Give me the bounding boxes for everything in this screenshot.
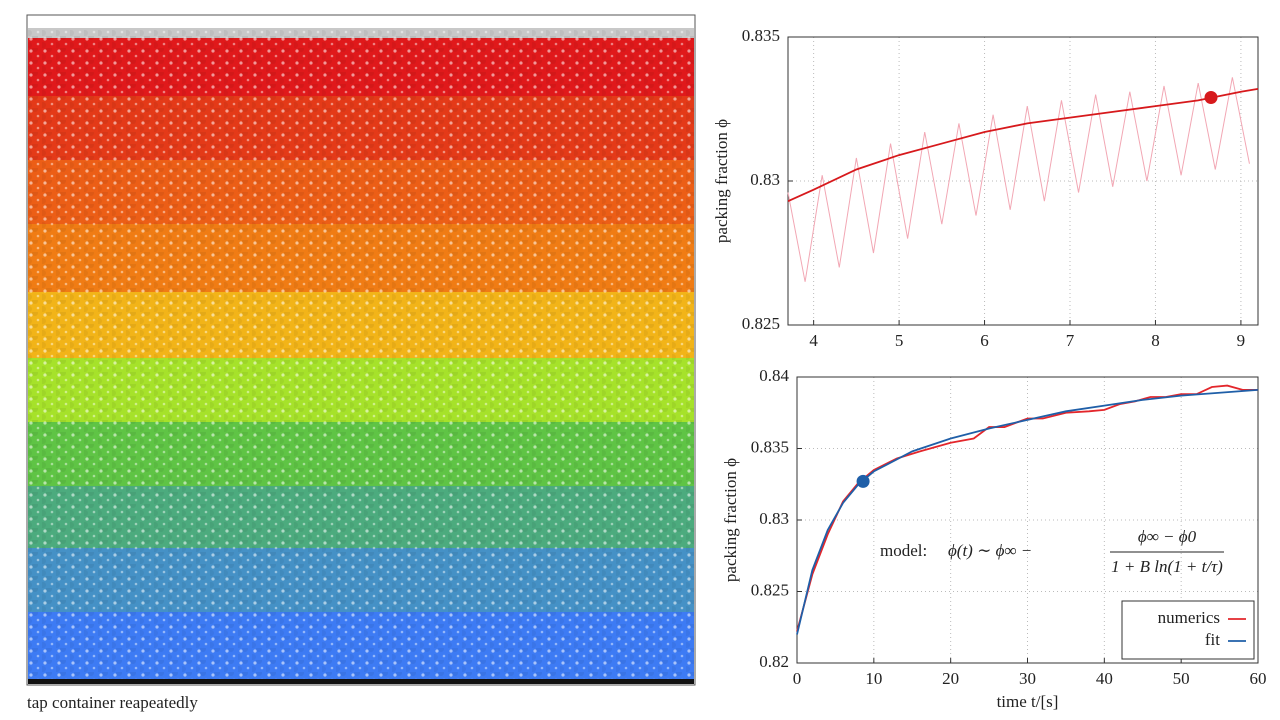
x-tick-label: 50 [1173,669,1190,688]
current-point [1204,90,1218,104]
annotation: ϕ(t) ∼ ϕ∞ − [948,541,1032,560]
simulation: tap container reapeatedly [26,14,696,712]
plot-frame [787,36,1259,326]
x-tick-label: 10 [865,669,882,688]
x-tick-label: 60 [1250,669,1267,688]
annotation: model: [880,541,927,560]
x-tick-label: 20 [942,669,959,688]
x-tick-label: 40 [1096,669,1113,688]
y-tick-label: 0.82 [759,652,789,671]
series-line [796,384,1258,632]
x-tick-label: 4 [809,331,818,350]
legend-box [1121,600,1255,660]
y-tick-label: 0.83 [750,170,780,189]
x-tick-label: 7 [1066,331,1075,350]
floor [28,679,694,684]
legend-label: fit [1205,630,1220,649]
x-axis-label: time t/[s] [997,692,1059,711]
x-tick-label: 30 [1019,669,1036,688]
y-tick-label: 0.84 [759,366,789,385]
y-tick-label: 0.835 [742,26,780,45]
x-tick-label: 8 [1151,331,1160,350]
y-tick-label: 0.825 [751,580,789,599]
series-line [787,77,1250,282]
x-tick-label: 6 [980,331,989,350]
chart: 0 10 20 30 40 50 60 0.82 0.825 0.83 0.835 0.84 packi… [721,366,1267,711]
legend-label: numerics [1158,608,1220,627]
series-line [796,388,1259,635]
x-tick-label: 9 [1237,331,1246,350]
y-tick-label: 0.83 [759,509,789,528]
y-axis-label: packing fraction ϕ [712,119,731,243]
y-tick-label: 0.835 [751,437,789,456]
current-point [856,474,870,488]
x-tick-label: 5 [895,331,904,350]
series-line [787,87,1259,202]
caption: tap container reapeatedly [27,693,198,712]
chart: 4 5 6 7 8 9 0.825 0.83 0.835 packing fraction ϕ [712,26,1259,350]
annotation: ϕ∞ − ϕ0 [1138,527,1197,546]
plot-frame [796,376,1259,664]
x-tick-label: 0 [793,669,802,688]
y-tick-label: 0.825 [742,314,780,333]
annotation: 1 + B ln(1 + t/τ) [1111,557,1223,576]
y-axis-label: packing fraction ϕ [721,458,740,582]
grain-texture [28,30,694,680]
